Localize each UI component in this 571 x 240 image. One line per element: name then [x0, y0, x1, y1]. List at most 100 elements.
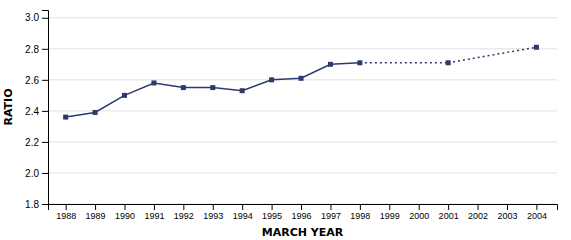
tick: 2.8: [25, 44, 48, 55]
tick-label: 2.2: [25, 137, 39, 148]
grid-line: [48, 172, 557, 173]
tick: 1996: [292, 204, 312, 221]
tick-label: 1996: [292, 211, 312, 221]
marker: [63, 115, 68, 120]
marker: [446, 60, 451, 65]
grid-line: [48, 141, 557, 142]
tick: 2.6: [25, 75, 48, 86]
tick-mark: [154, 204, 155, 210]
marker: [299, 76, 304, 81]
tick-label: 1998: [350, 211, 370, 221]
tick-label: 2.6: [25, 75, 39, 86]
tick-label: 2001: [439, 211, 459, 221]
tick-label: 1995: [262, 211, 282, 221]
grid: [48, 18, 557, 204]
tick-label: 1989: [86, 211, 106, 221]
tick-label: 2.8: [25, 44, 39, 55]
tick: 1993: [203, 204, 223, 221]
marker: [122, 93, 127, 98]
line: [360, 62, 448, 64]
tick: 1990: [115, 204, 135, 221]
tick-mark: [360, 204, 361, 210]
tick-mark: [448, 204, 449, 210]
grid-line: [48, 48, 557, 49]
marker: [328, 62, 333, 67]
tick: 2.0: [25, 168, 48, 179]
tick: 1995: [262, 204, 282, 221]
tick-label: 2002: [468, 211, 488, 221]
tick-mark: [330, 204, 331, 210]
tick-label: 1993: [203, 211, 223, 221]
marker: [240, 88, 245, 93]
tick: 3.0: [25, 12, 48, 23]
tick: 2004: [527, 204, 547, 221]
tick-label: 2003: [497, 211, 517, 221]
tick-mark: [272, 204, 273, 210]
tick-mark: [42, 173, 48, 174]
tick-label: 1.8: [25, 199, 39, 210]
tick-mark: [419, 204, 420, 210]
line: [66, 63, 360, 117]
tick-mark: [536, 204, 537, 210]
tick: 2001: [439, 204, 459, 221]
tick-label: 2004: [527, 211, 547, 221]
plot-area: [63, 45, 539, 120]
axis-line: [42, 11, 49, 205]
marker: [151, 80, 156, 85]
tick: 1998: [350, 204, 370, 221]
tick-label: 1991: [144, 211, 164, 221]
tick: 2003: [497, 204, 517, 221]
tick-mark: [183, 204, 184, 210]
tick-mark: [42, 18, 48, 19]
tick-mark: [42, 80, 48, 81]
axis-line: [49, 205, 558, 211]
tick: 1991: [144, 204, 164, 221]
tick: 1.8: [25, 199, 48, 210]
marker: [269, 77, 274, 82]
marker: [210, 85, 215, 90]
marker: [534, 45, 539, 50]
tick-label: 3.0: [25, 12, 39, 23]
tick: 2.4: [25, 106, 48, 117]
tick-label: 2.0: [25, 168, 39, 179]
tick-mark: [242, 204, 243, 210]
tick: 1988: [56, 204, 76, 221]
tick-label: 2000: [409, 211, 429, 221]
grid-line: [48, 110, 557, 111]
tick-mark: [42, 111, 48, 112]
tick-mark: [42, 142, 48, 143]
tick-mark: [301, 204, 302, 210]
tick-label: 2.4: [25, 106, 39, 117]
tick: 1994: [233, 204, 253, 221]
x-axis: 1988 1989 1990 1991 1992 1993 1994 1995 1996 1997…: [49, 204, 558, 221]
tick: 1997: [321, 204, 341, 221]
x-axis-title: MARCH YEAR: [262, 226, 344, 239]
tick-mark: [389, 204, 390, 210]
line: [448, 47, 536, 63]
marker: [181, 85, 186, 90]
tick: 2000: [409, 204, 429, 221]
tick-mark: [213, 204, 214, 210]
tick-label: 1988: [56, 211, 76, 221]
y-axis: 1.8 2.0 2.2 2.4 2.6 2.8 3.0: [25, 11, 48, 210]
tick-mark: [42, 204, 48, 205]
tick-label: 1997: [321, 211, 341, 221]
chart: 1988 1989 1990 1991 1992 1993 1994 1995 1996 1997…: [0, 0, 571, 240]
tick: 2002: [468, 204, 488, 221]
grid-line: [48, 17, 557, 18]
tick: 1989: [86, 204, 106, 221]
tick-mark: [95, 204, 96, 210]
tick-label: 1990: [115, 211, 135, 221]
tick-label: 1999: [380, 211, 400, 221]
tick-mark: [478, 204, 479, 210]
tick-label: 1994: [233, 211, 253, 221]
tick: 1992: [174, 204, 194, 221]
tick-label: 1992: [174, 211, 194, 221]
tick: 1999: [380, 204, 400, 221]
marker: [93, 110, 98, 115]
tick-mark: [124, 204, 125, 210]
tick-mark: [66, 204, 67, 210]
y-axis-title: RATIO: [2, 88, 15, 125]
tick-mark: [507, 204, 508, 210]
tick: 2.2: [25, 137, 48, 148]
